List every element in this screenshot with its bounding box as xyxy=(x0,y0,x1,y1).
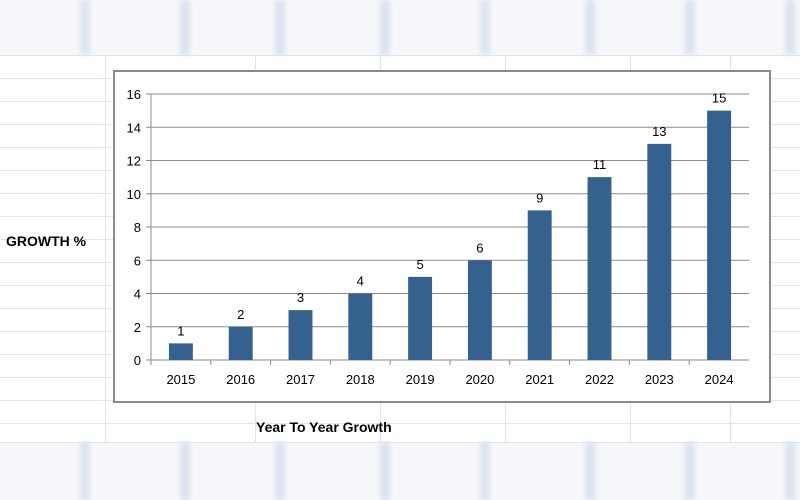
data-label: 9 xyxy=(536,190,543,205)
x-tick-label: 2016 xyxy=(226,372,255,387)
bar xyxy=(527,210,552,360)
bar xyxy=(587,177,612,360)
x-tick-label: 2020 xyxy=(465,372,494,387)
bar-chart: 0 2 4 6 8 10 12 14 16 1 2015 2 2016 3 2017 4 2018 5 2019 6 2… xyxy=(127,87,749,387)
x-tick-label: 2022 xyxy=(585,372,614,387)
y-tick-label: 12 xyxy=(127,154,141,169)
data-label: 13 xyxy=(652,124,666,139)
blurred-bottom-band xyxy=(0,442,800,500)
y-tick-label: 6 xyxy=(134,253,141,268)
blurred-column-marker xyxy=(275,0,285,55)
bar xyxy=(348,293,373,360)
sheet-row-line xyxy=(0,442,800,443)
y-axis-label: GROWTH % xyxy=(6,233,87,249)
x-tick-label: 2023 xyxy=(645,372,674,387)
y-tick-label: 8 xyxy=(134,220,141,235)
data-label: 15 xyxy=(712,91,726,106)
x-tick-label: 2021 xyxy=(525,372,554,387)
data-label: 5 xyxy=(416,257,423,272)
blurred-column-marker xyxy=(480,442,490,500)
blurred-column-marker xyxy=(685,0,695,55)
x-tick-label: 2019 xyxy=(406,372,435,387)
blurred-column-marker xyxy=(80,0,90,55)
blurred-column-marker xyxy=(275,442,285,500)
blurred-column-marker xyxy=(785,442,795,500)
bar xyxy=(408,276,433,360)
blurred-column-marker xyxy=(180,442,190,500)
bar xyxy=(467,260,492,360)
bar xyxy=(288,310,313,360)
sheet-row-line xyxy=(0,55,800,56)
sheet-row-line xyxy=(0,423,800,424)
bar xyxy=(647,143,672,360)
data-label: 1 xyxy=(177,323,184,338)
y-tick-label: 2 xyxy=(134,320,141,335)
y-tick-label: 16 xyxy=(127,87,141,102)
blurred-column-marker xyxy=(685,442,695,500)
blurred-column-marker xyxy=(380,442,390,500)
blurred-column-marker xyxy=(585,0,595,55)
blurred-column-marker xyxy=(585,442,595,500)
y-tick-label: 14 xyxy=(127,120,141,135)
sheet-column-line xyxy=(105,55,106,442)
blurred-column-marker xyxy=(380,0,390,55)
y-tick-label: 4 xyxy=(134,287,141,302)
bar xyxy=(707,110,732,360)
data-label: 4 xyxy=(357,274,364,289)
data-label: 6 xyxy=(476,240,483,255)
x-tick-label: 2017 xyxy=(286,372,315,387)
bar xyxy=(228,326,253,360)
blurred-top-band xyxy=(0,0,800,55)
x-tick-label: 2024 xyxy=(705,372,734,387)
x-tick-label: 2018 xyxy=(346,372,375,387)
y-tick-label: 10 xyxy=(127,187,141,202)
x-axis-label: Year To Year Growth xyxy=(256,419,392,435)
y-tick-label: 0 xyxy=(134,353,141,368)
blurred-column-marker xyxy=(180,0,190,55)
blurred-column-marker xyxy=(80,442,90,500)
blurred-column-marker xyxy=(785,0,795,55)
x-tick-label: 2015 xyxy=(166,372,195,387)
bar xyxy=(168,343,193,360)
data-label: 11 xyxy=(593,157,607,172)
data-label: 3 xyxy=(297,290,304,305)
blurred-column-marker xyxy=(480,0,490,55)
data-label: 2 xyxy=(237,307,244,322)
